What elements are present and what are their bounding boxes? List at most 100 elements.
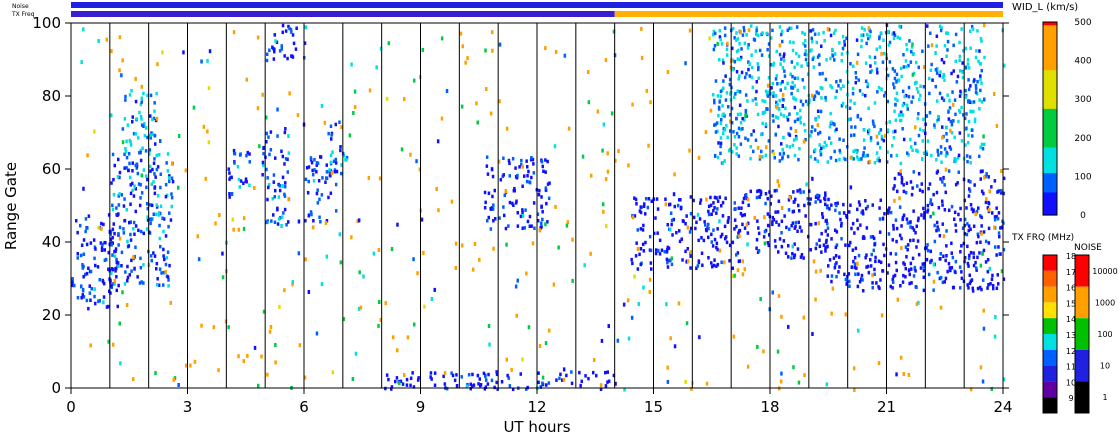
echo-cell-region-8 [656,231,659,235]
echo-cell-region-14 [445,387,449,391]
scatter-point [899,355,903,360]
echo-cell-region-1 [128,273,131,277]
y-tick-label: 20 [42,306,61,324]
scatter-point [830,311,833,316]
echo-cell-region-9 [785,225,788,230]
scatter-point [471,267,475,272]
echo-cell-region-14 [519,372,522,376]
echo-cell-region-10 [869,235,873,239]
echo-cell-region-12 [907,153,910,157]
echo-cell-region-12 [865,41,868,46]
echo-cell-region-0 [93,256,96,261]
scatter-point [673,172,676,177]
echo-cell-region-9 [744,193,748,197]
echo-cell-region-12 [804,138,807,142]
echo-cell-region-12 [870,69,874,73]
echo-cell-region-11 [959,286,962,290]
echo-cell-region-12 [838,137,841,141]
echo-cell-region-12 [850,125,853,129]
echo-cell-region-7 [486,219,489,223]
echo-cell-region-14 [433,371,437,375]
scatter-point [298,343,302,348]
echo-cell-region-14 [579,383,582,388]
echo-cell-region-12 [813,128,817,132]
scatter-point [791,244,794,249]
scatter-point [281,184,284,189]
echo-cell-region-12 [729,113,732,117]
echo-cell-region-12 [925,150,928,154]
echo-cell-region-8 [709,195,712,200]
echo-cell-region-8 [636,267,640,271]
echo-cell-region-8 [707,235,710,240]
echo-cell-region-8 [634,197,638,202]
echo-cell-region-7 [508,200,512,205]
echo-cell-region-11 [976,232,980,236]
txfrq-colorbar-title: TX FRQ (MHz) [1011,233,1074,243]
scatter-point [206,129,209,134]
echo-cell-region-13 [273,33,276,37]
echo-cell-region-1 [168,174,171,178]
echo-cell-region-4 [262,151,265,156]
echo-cell-region-12 [980,68,983,73]
echo-cell-region-14 [384,386,387,391]
wid-colorbar-title: WID_L (km/s) [1012,2,1078,13]
txfrq-colorbar-frame [1042,254,1058,414]
echo-cell-region-11 [922,216,926,220]
scatter-point [554,204,557,209]
echo-cell-region-5 [315,191,319,196]
scatter-point [566,220,570,225]
scatter-point [704,130,708,135]
scatter-point [982,308,985,313]
echo-cell-region-12 [812,95,816,100]
echo-cell-region-11 [895,226,899,231]
echo-cell-region-5 [315,170,318,174]
echo-cell-region-11 [892,280,895,284]
echo-cell-region-1 [129,238,133,242]
echo-cell-region-12 [813,32,817,36]
wid-colorbar-cell [1043,173,1057,177]
echo-cell-region-12 [901,113,905,117]
echo-cell-region-4 [274,156,277,160]
echo-cell-region-7 [530,156,533,160]
echo-cell-region-10 [836,201,839,205]
echo-cell-region-12 [917,65,920,70]
echo-cell-region-5 [325,219,329,223]
echo-cell-region-12 [757,76,760,80]
echo-cell-region-11 [979,169,983,174]
echo-cell-region-0 [81,263,84,267]
echo-cell-region-7 [536,212,540,216]
echo-cell-region-1 [162,229,165,234]
echo-cell-region-10 [851,221,855,226]
scatter-point [544,341,548,346]
echo-cell-region-14 [495,372,499,377]
echo-cell-region-12 [829,111,832,116]
echo-cell-region-11 [915,285,918,289]
echo-cell-region-1 [124,270,127,274]
wid-colorbar-cell [1043,192,1057,197]
echo-cell-region-12 [789,126,793,131]
echo-cell-region-7 [494,217,497,221]
echo-cell-region-7 [541,164,544,169]
echo-cell-region-9 [797,220,800,225]
scatter-point [237,227,241,232]
echo-cell-region-12 [736,57,739,61]
scatter-point [824,246,827,251]
echo-cell-region-8 [660,248,664,252]
wid-colorbar-cell [1043,131,1057,136]
echo-cell-region-11 [899,284,902,288]
echo-cell-region-12 [899,113,903,117]
echo-cell-region-5 [315,163,318,167]
echo-cell-region-11 [976,286,980,291]
scatter-point [387,41,391,46]
x-tick-label: 12 [527,398,546,416]
echo-cell-region-12 [743,118,746,122]
echo-cell-region-0 [82,295,86,299]
scatter-point [1002,377,1005,382]
echo-cell-region-12 [750,24,753,28]
echo-cell-region-9 [787,198,791,202]
echo-cell-region-1 [148,203,152,207]
scatter-point [759,297,762,301]
scatter-point [476,120,479,125]
echo-cell-region-10 [835,243,839,247]
echo-cell-region-0 [81,293,84,297]
